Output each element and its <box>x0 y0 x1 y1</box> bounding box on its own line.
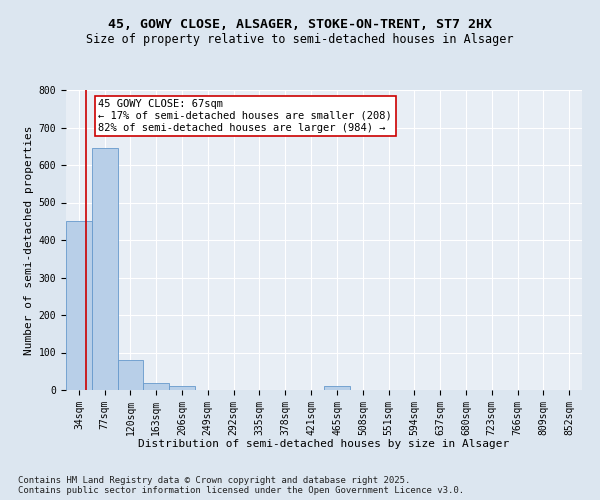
Bar <box>169 386 195 390</box>
Y-axis label: Number of semi-detached properties: Number of semi-detached properties <box>25 125 34 355</box>
Bar <box>92 148 118 390</box>
Text: 45 GOWY CLOSE: 67sqm
← 17% of semi-detached houses are smaller (208)
82% of semi: 45 GOWY CLOSE: 67sqm ← 17% of semi-detac… <box>98 100 392 132</box>
Bar <box>324 386 350 390</box>
X-axis label: Distribution of semi-detached houses by size in Alsager: Distribution of semi-detached houses by … <box>139 439 509 449</box>
Bar <box>118 360 143 390</box>
Bar <box>66 221 92 390</box>
Text: Contains HM Land Registry data © Crown copyright and database right 2025.
Contai: Contains HM Land Registry data © Crown c… <box>18 476 464 495</box>
Text: 45, GOWY CLOSE, ALSAGER, STOKE-ON-TRENT, ST7 2HX: 45, GOWY CLOSE, ALSAGER, STOKE-ON-TRENT,… <box>108 18 492 30</box>
Bar <box>143 382 169 390</box>
Text: Size of property relative to semi-detached houses in Alsager: Size of property relative to semi-detach… <box>86 32 514 46</box>
